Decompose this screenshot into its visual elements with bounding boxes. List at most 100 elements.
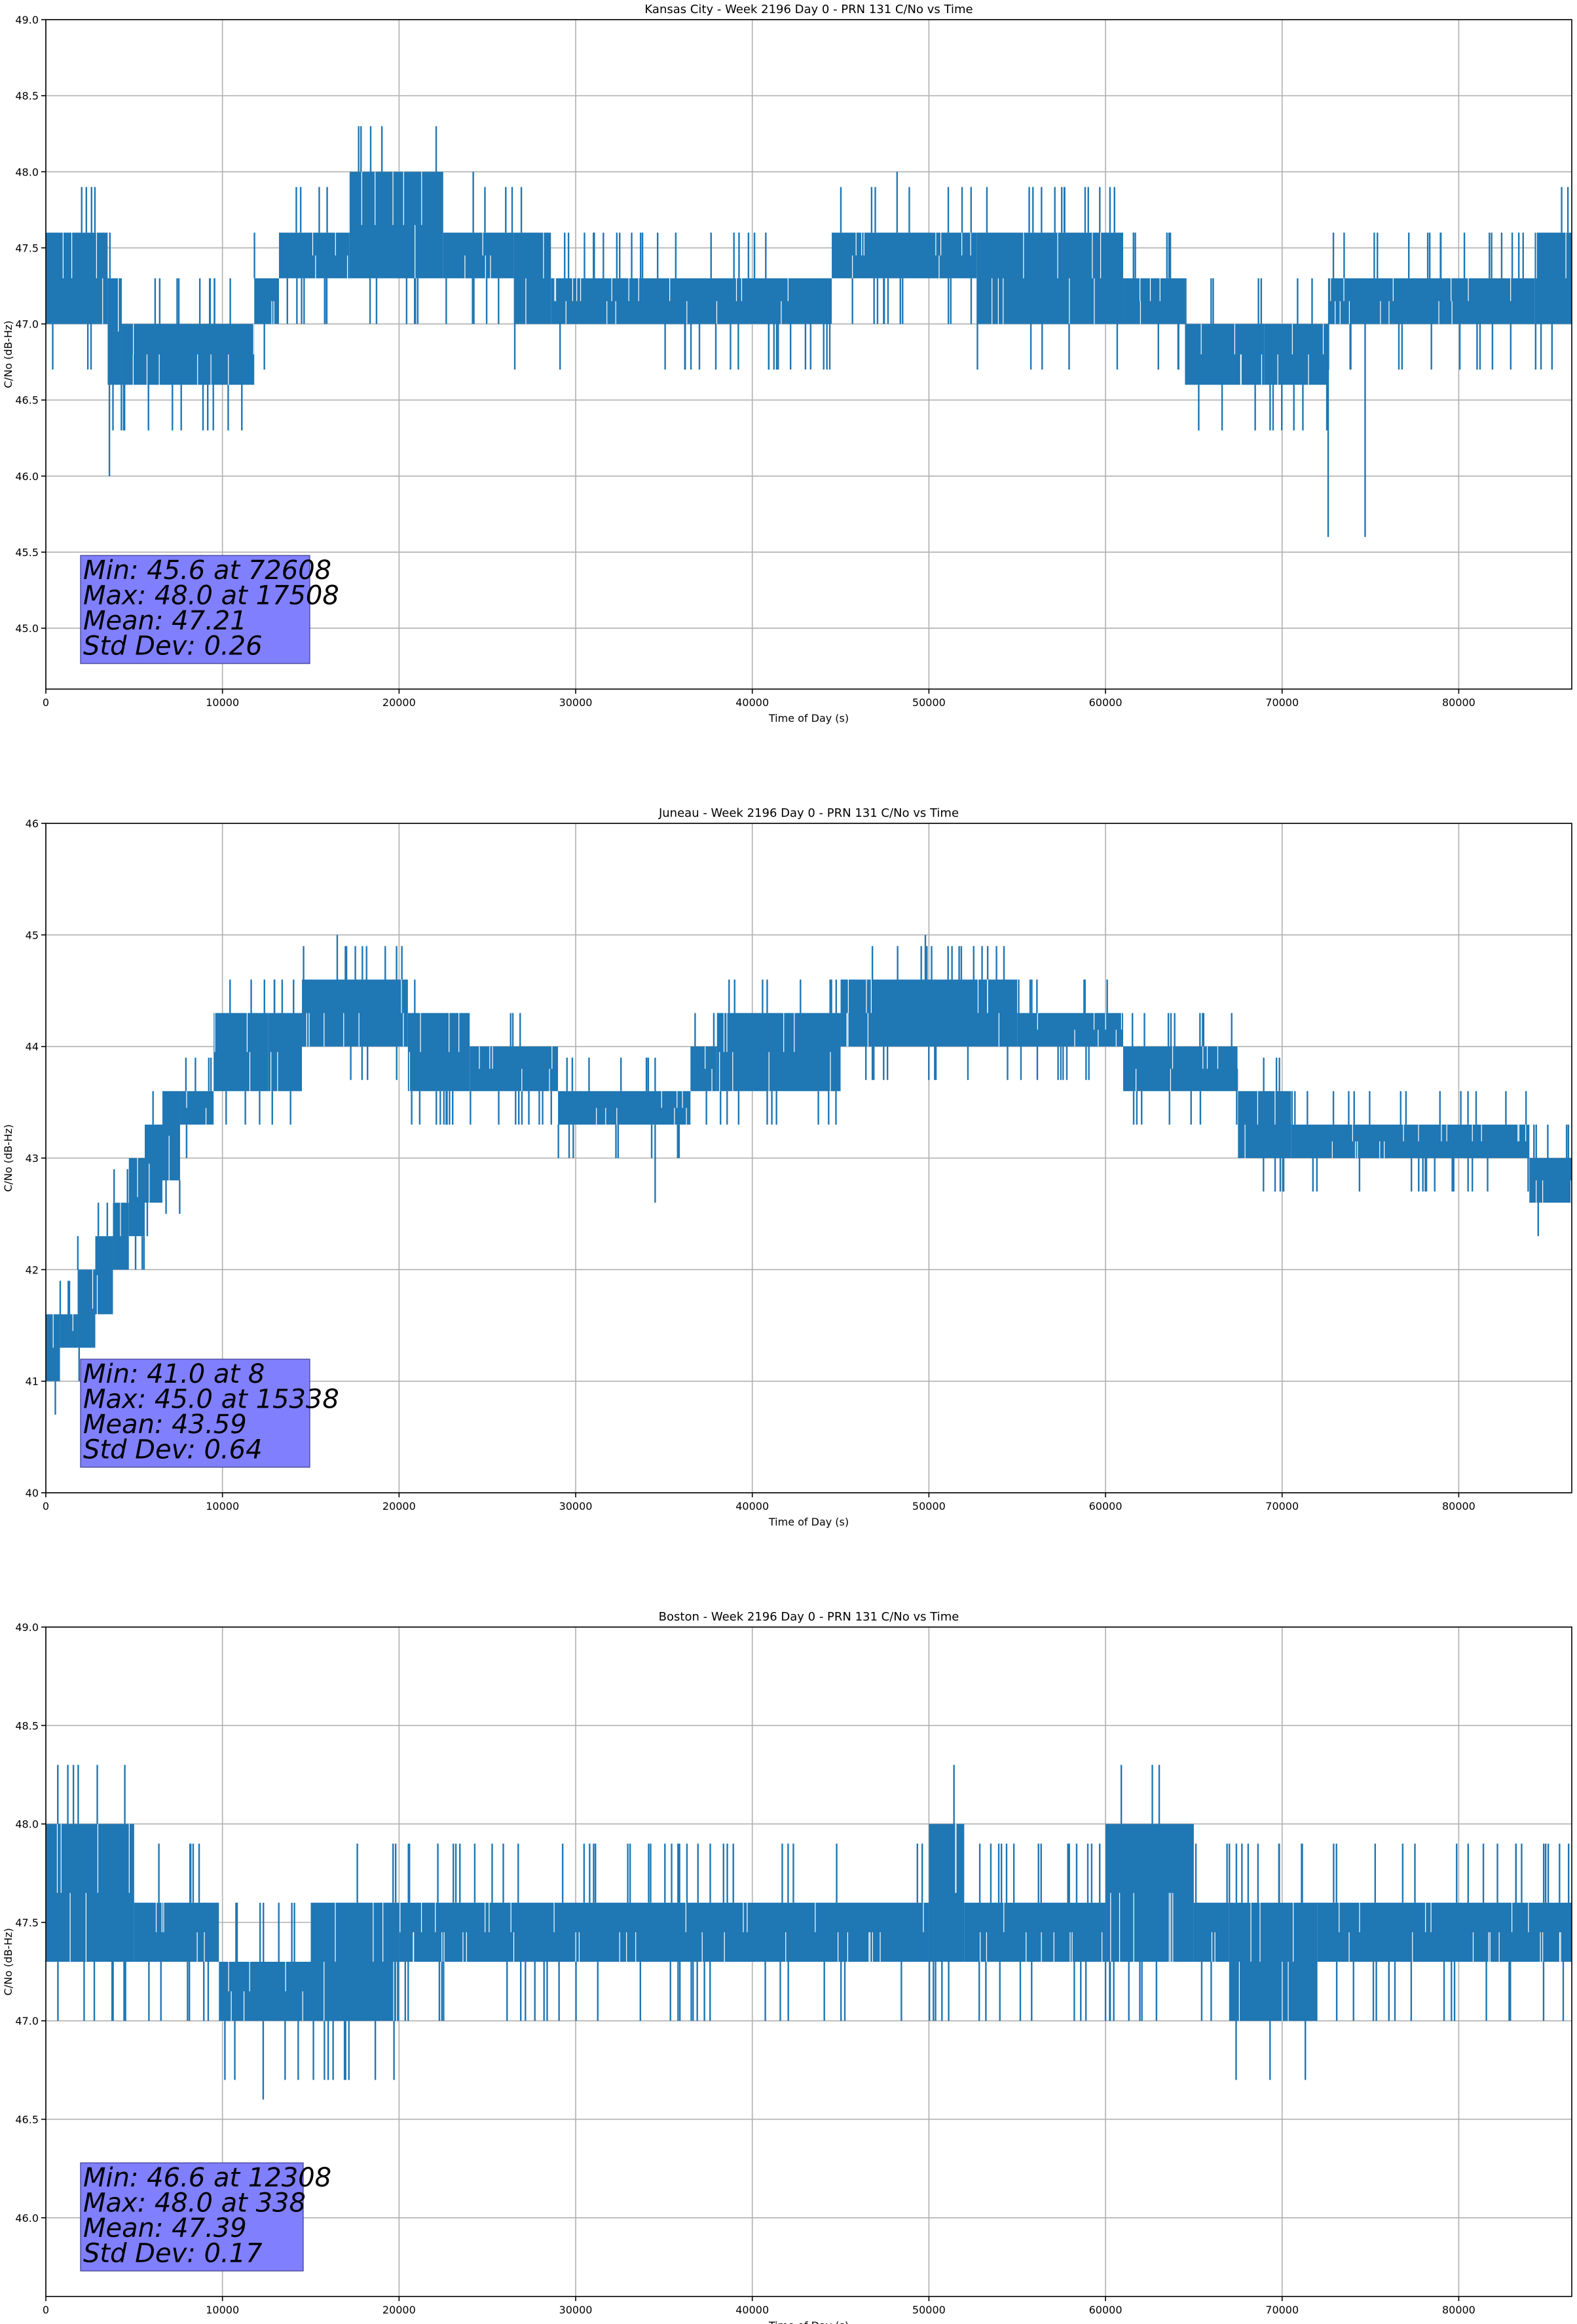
trace-band xyxy=(929,1824,965,1962)
trace-band xyxy=(840,979,1018,1047)
series-line xyxy=(46,935,1572,1415)
stats-std-text: Std Dev: 0.26 xyxy=(83,631,263,662)
y-tick-label: 43 xyxy=(26,1152,39,1165)
y-axis-label: C/No (dB-Hz) xyxy=(2,1928,14,1995)
y-axis-label: C/No (dB-Hz) xyxy=(2,1124,14,1191)
trace-band xyxy=(128,1158,145,1237)
y-axis-label: C/No (dB-Hz) xyxy=(2,320,14,388)
trace-band xyxy=(1105,1824,1194,1962)
y-tick-label: 45.5 xyxy=(15,546,39,559)
y-tick-label: 46 xyxy=(26,817,39,830)
y-tick-label: 48.0 xyxy=(15,166,39,178)
trace-band xyxy=(690,1046,717,1091)
axes-frame xyxy=(45,19,1572,690)
y-tick-label: 47.5 xyxy=(15,1917,39,1929)
trace-band xyxy=(113,1203,129,1270)
x-tick-label: 0 xyxy=(43,696,49,709)
trace-band xyxy=(302,979,408,1047)
x-tick-label: 20000 xyxy=(382,2304,416,2316)
x-tick-label: 50000 xyxy=(912,696,946,709)
x-tick-label: 40000 xyxy=(735,1500,769,1512)
stats-max-text: Max: 48.0 at 338 xyxy=(83,2188,306,2219)
trace-band xyxy=(278,233,350,278)
x-tick-label: 10000 xyxy=(206,696,239,709)
x-tick-label: 70000 xyxy=(1265,1500,1299,1512)
y-tick-label: 47.0 xyxy=(15,318,39,331)
x-tick-label: 40000 xyxy=(735,2304,769,2316)
chart-title: Kansas City - Week 2196 Day 0 - PRN 131 … xyxy=(644,3,973,16)
trace-band xyxy=(121,324,255,385)
x-tick-label: 20000 xyxy=(382,696,416,709)
trace-band xyxy=(407,1013,470,1091)
trace-band xyxy=(254,278,279,324)
trace-band xyxy=(219,1962,311,2021)
y-tick-label: 46.0 xyxy=(15,2212,39,2224)
stats-box xyxy=(80,555,310,664)
trace-band xyxy=(832,233,977,278)
y-tick-label: 45 xyxy=(26,929,39,941)
y-tick-label: 48.5 xyxy=(15,90,39,102)
y-tick-label: 46.0 xyxy=(15,470,39,483)
x-tick-label: 10000 xyxy=(206,2304,239,2316)
trace-band xyxy=(1291,1124,1530,1158)
stats-max-text: Max: 45.0 at 15338 xyxy=(83,1385,339,1415)
x-tick-label: 50000 xyxy=(912,2304,946,2316)
trace-band xyxy=(46,1824,134,1962)
chart-title: Boston - Week 2196 Day 0 - PRN 131 C/No … xyxy=(659,1610,959,1624)
trace-band xyxy=(716,1013,841,1091)
trace-band xyxy=(399,1902,929,1962)
x-tick-label: 30000 xyxy=(559,2304,593,2316)
series-line xyxy=(46,126,1572,537)
trace-band xyxy=(213,1013,269,1091)
x-tick-label: 10000 xyxy=(206,1500,239,1512)
trace-band xyxy=(1193,1902,1229,1962)
trace-band xyxy=(976,233,1124,324)
trace-band xyxy=(134,1902,219,1962)
series-line xyxy=(46,1765,1572,2100)
x-tick-label: 30000 xyxy=(559,1500,593,1512)
x-tick-label: 80000 xyxy=(1442,2304,1475,2316)
trace-band xyxy=(1229,1902,1318,2021)
stats-mean-text: Mean: 43.59 xyxy=(83,1410,247,1440)
trace-band xyxy=(443,233,514,278)
x-tick-label: 0 xyxy=(43,2304,49,2316)
trace-band xyxy=(1327,278,1535,324)
trace-band xyxy=(1529,1158,1572,1203)
trace-band xyxy=(964,1902,1106,1962)
stats-std-text: Std Dev: 0.64 xyxy=(83,1435,263,1465)
chart-title: Juneau - Week 2196 Day 0 - PRN 131 C/No … xyxy=(658,806,959,820)
trace-band xyxy=(1264,324,1328,385)
x-tick-label: 70000 xyxy=(1265,696,1299,709)
x-tick-label: 0 xyxy=(43,1500,49,1512)
x-tick-label: 20000 xyxy=(382,1500,416,1512)
trace-band xyxy=(1017,1013,1124,1047)
axes-frame xyxy=(45,1626,1572,2297)
stats-max-text: Max: 48.0 at 17508 xyxy=(83,581,339,611)
trace-band xyxy=(1123,278,1185,324)
chart-panel: 0 10000 20000 30000 40000 50000 60000 70000 8000… xyxy=(2,3,1572,724)
trace-band xyxy=(558,1091,691,1125)
trace-band xyxy=(310,1902,399,2021)
trace-band xyxy=(46,233,108,324)
y-tick-label: 49.0 xyxy=(15,14,39,26)
trace-band xyxy=(551,278,832,324)
x-tick-label: 60000 xyxy=(1089,696,1122,709)
stats-box xyxy=(80,2162,304,2272)
trace-band xyxy=(513,233,551,324)
y-tick-label: 41 xyxy=(26,1376,39,1388)
y-tick-label: 40 xyxy=(26,1487,39,1499)
trace-band xyxy=(1123,1046,1238,1091)
y-tick-label: 48.5 xyxy=(15,1719,39,1732)
y-tick-label: 42 xyxy=(26,1264,39,1276)
x-tick-label: 80000 xyxy=(1442,1500,1475,1512)
y-tick-label: 46.5 xyxy=(15,394,39,407)
trace-band xyxy=(145,1124,162,1203)
stats-min-text: Min: 41.0 at 8 xyxy=(83,1359,265,1389)
trace-band xyxy=(1185,324,1265,385)
x-tick-label: 70000 xyxy=(1265,2304,1299,2316)
trace-band xyxy=(162,1091,180,1181)
